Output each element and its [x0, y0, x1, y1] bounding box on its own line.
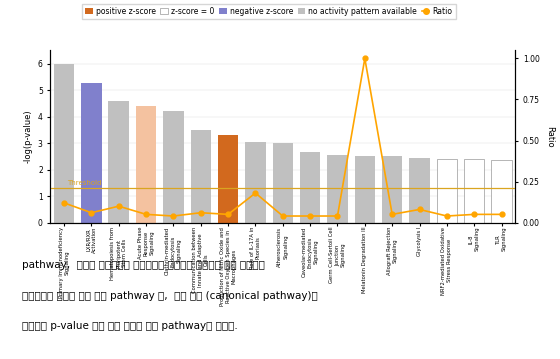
Bar — [109, 101, 129, 223]
Bar — [382, 156, 403, 223]
Text: 보여주며 p-value 값을 통해 신뢰성 있는 pathway를 선택함.: 보여주며 p-value 값을 통해 신뢰성 있는 pathway를 선택함. — [22, 321, 238, 331]
Text: 일반적으로 알려져 있는 질병 pathway 즉,  표준 경로 (canonical pathway)를: 일반적으로 알려져 있는 질병 pathway 즉, 표준 경로 (canoni… — [22, 291, 318, 301]
Y-axis label: -log(p-value): -log(p-value) — [24, 109, 32, 163]
Bar — [464, 159, 484, 223]
Bar — [81, 83, 102, 223]
Bar — [136, 106, 156, 223]
Bar — [491, 160, 512, 223]
Bar — [273, 143, 293, 223]
Bar — [54, 64, 74, 223]
Text: Threshold: Threshold — [67, 180, 101, 186]
Bar — [190, 130, 211, 223]
Bar — [409, 158, 430, 223]
Y-axis label: Ratio: Ratio — [545, 126, 554, 147]
Bar — [300, 152, 320, 223]
Bar — [163, 111, 184, 223]
Legend: positive z-score, z-score = 0, negative z-score, no activity pattern available, : positive z-score, z-score = 0, negative … — [82, 4, 455, 19]
Bar — [327, 155, 348, 223]
Bar — [437, 159, 457, 223]
Bar — [354, 156, 375, 223]
Bar — [218, 135, 239, 223]
Text: pathway,  분자적 네트워크를 시각적으로 표현하는 도구로써 이를 이용하여: pathway, 분자적 네트워크를 시각적으로 표현하는 도구로써 이를 이용… — [22, 260, 265, 270]
Bar — [245, 142, 265, 223]
